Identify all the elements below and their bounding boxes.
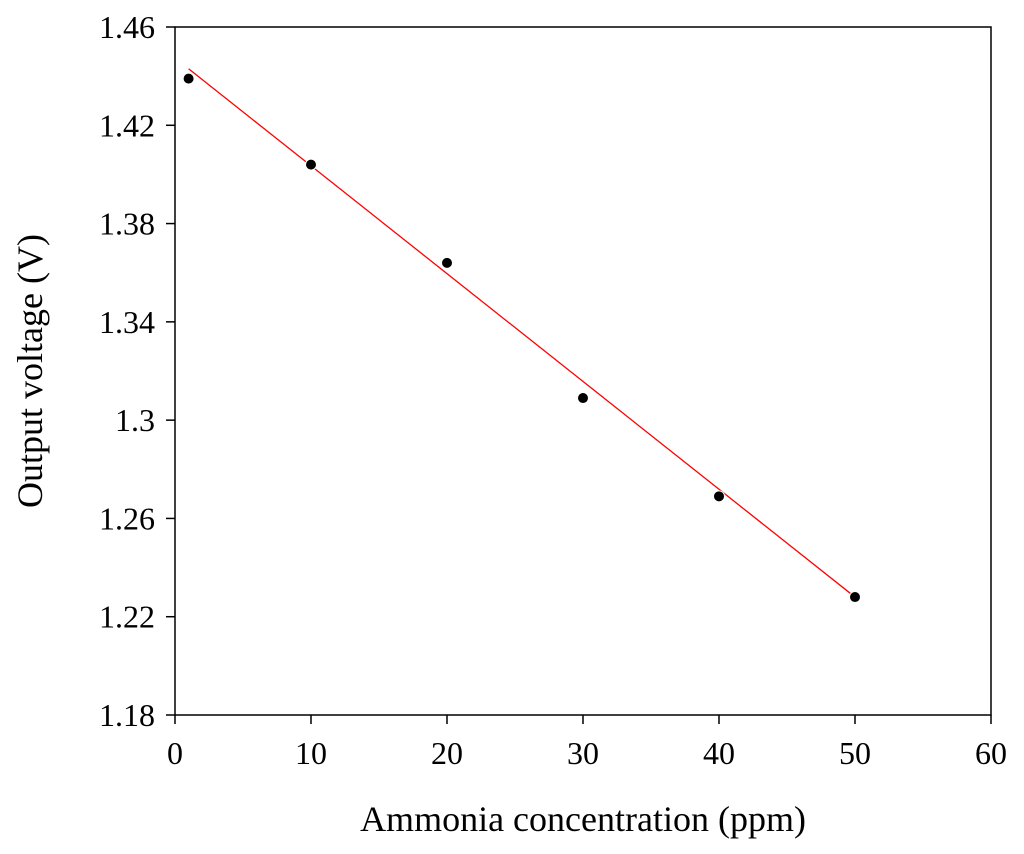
x-axis-ticks: 0 10 20 30 40 50 60 xyxy=(167,715,1007,771)
x-tick-label: 40 xyxy=(703,735,735,771)
x-tick-label: 50 xyxy=(839,735,871,771)
data-points xyxy=(182,72,861,604)
data-point xyxy=(849,591,861,604)
x-tick-label: 30 xyxy=(567,735,599,771)
y-tick-label: 1.42 xyxy=(99,107,155,143)
trend-lines xyxy=(188,68,856,598)
y-axis-label: Output voltage (V) xyxy=(10,234,50,508)
x-axis-label: Ammonia concentration (ppm) xyxy=(360,799,806,839)
data-point xyxy=(441,256,453,269)
trend-line xyxy=(188,68,856,598)
y-tick-label: 1.26 xyxy=(99,500,155,536)
data-point xyxy=(305,158,317,171)
y-tick-label: 1.34 xyxy=(99,304,155,340)
y-tick-label: 1.3 xyxy=(115,402,155,438)
plot-area xyxy=(174,26,992,716)
y-axis-ticks: 1.18 1.22 1.26 1.3 1.34 1.38 1.42 1.46 xyxy=(99,9,175,733)
y-tick-label: 1.18 xyxy=(99,697,155,733)
y-tick-label: 1.22 xyxy=(99,599,155,635)
x-tick-label: 60 xyxy=(975,735,1007,771)
x-tick-label: 10 xyxy=(295,735,327,771)
y-tick-label: 1.46 xyxy=(99,9,155,45)
data-point xyxy=(182,72,195,85)
y-tick-label: 1.38 xyxy=(99,206,155,242)
x-tick-label: 0 xyxy=(167,735,183,771)
data-point xyxy=(577,392,589,405)
x-tick-label: 20 xyxy=(431,735,463,771)
data-point xyxy=(713,490,725,503)
